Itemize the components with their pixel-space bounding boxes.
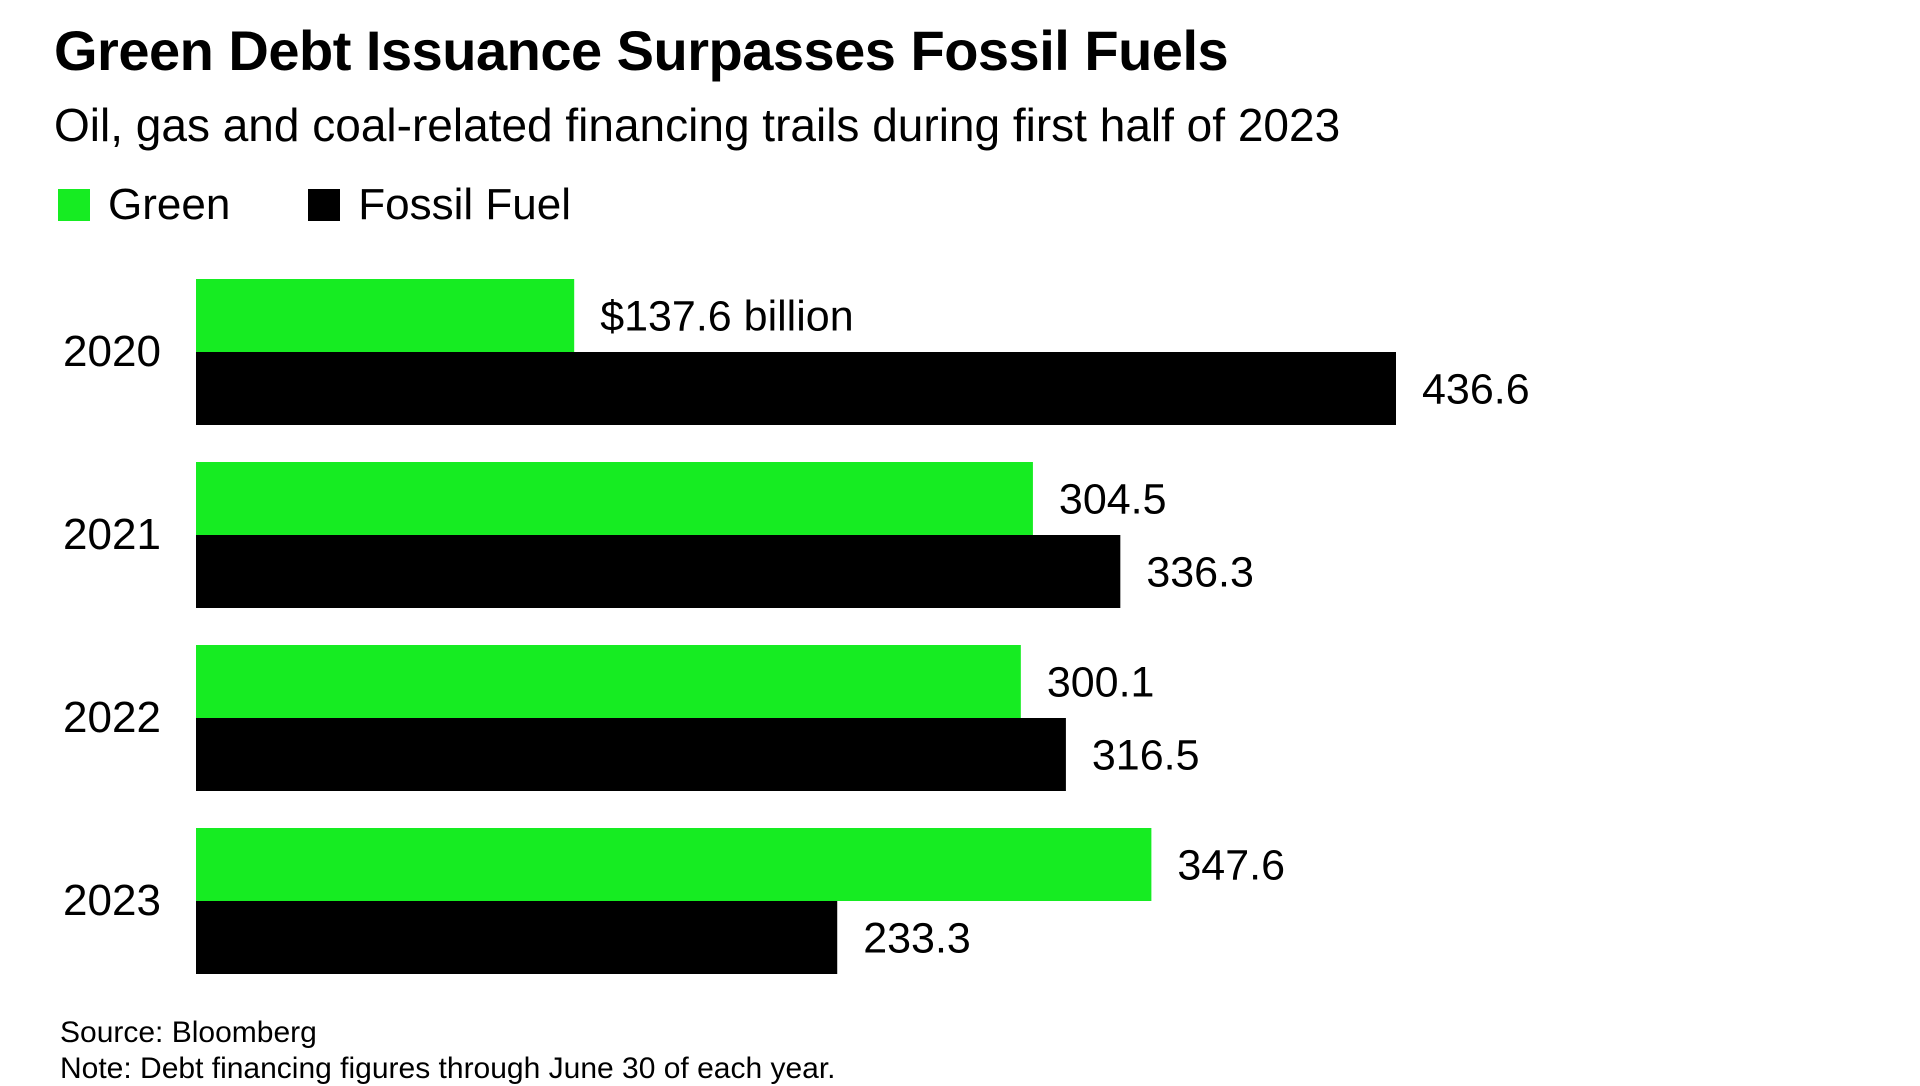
bar-fossil-fuel-2021 — [196, 535, 1121, 608]
bar-fossil-fuel-2022 — [196, 718, 1066, 791]
bar-green-2023 — [196, 828, 1152, 901]
chart-subtitle: Oil, gas and coal-related financing trai… — [54, 99, 1341, 151]
legend-label-fossil-fuel: Fossil Fuel — [358, 180, 572, 229]
category-label-2020: 2020 — [63, 327, 161, 376]
bar-fossil-fuel-2020 — [196, 352, 1396, 425]
data-label-green-2023: 347.6 — [1177, 842, 1285, 890]
legend-item-green: Green — [58, 180, 230, 230]
bar-green-2021 — [196, 462, 1033, 535]
category-label-2023: 2023 — [63, 876, 161, 925]
legend: Green Fossil Fuel — [58, 180, 649, 230]
data-label-fossil-fuel-2021: 336.3 — [1146, 549, 1254, 597]
bar-chart: 2020 $137.6 billion 436.6 2021 304.5 336.3 202… — [63, 279, 1530, 974]
chart-title: Green Debt Issuance Surpasses Fossil Fue… — [54, 19, 1229, 82]
bar-fossil-fuel-2023 — [196, 901, 838, 974]
bar-green-2020 — [196, 279, 575, 352]
data-label-green-2020: $137.6 billion — [600, 293, 853, 341]
data-label-green-2021: 304.5 — [1059, 476, 1167, 524]
legend-swatch-green — [58, 189, 90, 221]
data-label-fossil-fuel-2022: 316.5 — [1092, 732, 1200, 780]
legend-swatch-fossil-fuel — [308, 189, 341, 221]
legend-item-fossil-fuel: Fossil Fuel — [308, 180, 571, 230]
source-note: Source: Bloomberg — [60, 1016, 317, 1049]
footnote: Note: Debt financing figures through Jun… — [60, 1052, 836, 1085]
bar-green-2022 — [196, 645, 1021, 718]
data-label-fossil-fuel-2020: 436.6 — [1422, 366, 1530, 414]
data-label-green-2022: 300.1 — [1047, 659, 1155, 707]
category-label-2022: 2022 — [63, 693, 161, 742]
legend-label-green: Green — [108, 180, 231, 229]
data-label-fossil-fuel-2023: 233.3 — [863, 915, 971, 963]
category-label-2021: 2021 — [63, 510, 161, 559]
